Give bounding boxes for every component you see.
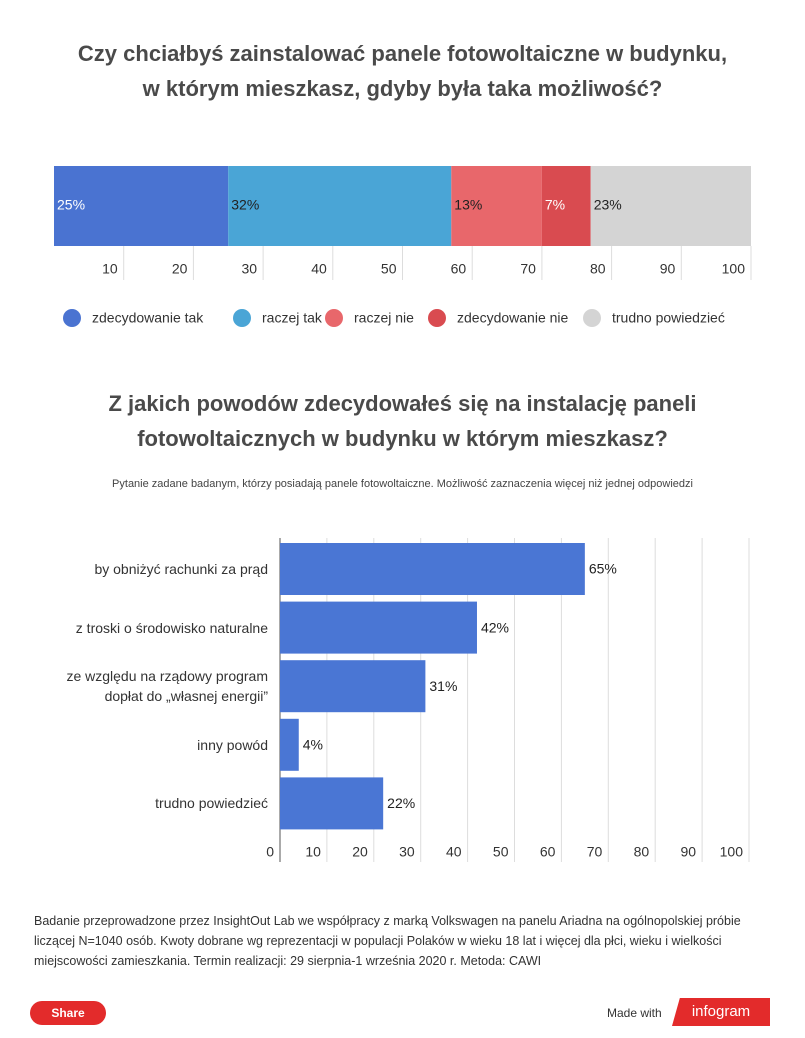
legend-marker — [583, 309, 601, 327]
value-label: 31% — [429, 678, 457, 694]
bar — [280, 601, 477, 654]
y-tick-label: by obniżyć rachunki za prąd — [94, 561, 268, 577]
x-tick-label: 40 — [311, 261, 327, 277]
legend-label: zdecydowanie tak — [92, 310, 204, 326]
value-label: 42% — [481, 619, 509, 635]
legend-label: raczej tak — [262, 310, 323, 326]
value-label: 4% — [303, 737, 323, 753]
share-button[interactable]: Share — [30, 1001, 106, 1025]
bar-segment — [228, 166, 452, 246]
x-tick-label: 50 — [493, 844, 509, 860]
y-tick-label: z troski o środowisko naturalne — [75, 619, 268, 636]
value-label: 25% — [57, 197, 85, 213]
value-label: 13% — [454, 197, 482, 213]
bar-segment — [451, 166, 542, 246]
made-with: Made with — [607, 1006, 662, 1020]
x-tick-label: 60 — [451, 261, 467, 277]
x-tick-label: 60 — [540, 844, 556, 860]
x-tick-label: 30 — [399, 844, 415, 860]
chart-title: Czy chciałbyś zainstalować panele fotowo… — [77, 41, 728, 101]
value-label: 7% — [545, 197, 565, 213]
legend-marker — [233, 309, 251, 327]
value-label: 32% — [231, 197, 259, 213]
x-tick-label: 20 — [352, 844, 368, 860]
y-tick-label: trudno powiedzieć — [155, 795, 268, 812]
y-tick-label: ze względu na rządowy program dopłat do … — [66, 668, 268, 705]
x-tick-label: 100 — [722, 261, 746, 277]
legend-label: raczej nie — [354, 310, 414, 326]
bar-segment — [590, 166, 751, 246]
bar-segment — [541, 166, 591, 246]
x-tick-label: 80 — [590, 261, 606, 277]
legend-marker — [325, 309, 343, 327]
bar-segment — [54, 166, 229, 246]
x-tick-label: 80 — [634, 844, 650, 860]
x-tick-label: 70 — [587, 844, 603, 860]
value-label: 65% — [589, 561, 617, 577]
bar — [280, 777, 384, 830]
legend-marker — [428, 309, 446, 327]
footnote: Badanie przeprowadzone przez InsightOut … — [34, 914, 741, 968]
y-tick-label: inny powód — [197, 736, 268, 753]
brand-logo[interactable]: infogram — [672, 998, 770, 1026]
bar — [280, 718, 299, 771]
x-tick-label: 20 — [172, 261, 188, 277]
legend-label: zdecydowanie nie — [457, 310, 569, 326]
chart-subtitle: Pytanie zadane badanym, którzy posiadają… — [112, 478, 693, 490]
x-tick-label: 0 — [266, 844, 274, 860]
x-tick-label: 50 — [381, 261, 397, 277]
value-label: 22% — [387, 795, 415, 811]
x-tick-label: 90 — [660, 261, 676, 277]
value-label: 23% — [594, 197, 622, 213]
legend-marker — [63, 309, 81, 327]
bar — [280, 543, 585, 595]
x-tick-label: 10 — [305, 844, 321, 860]
x-tick-label: 30 — [242, 261, 258, 277]
bar — [280, 660, 426, 713]
x-tick-label: 10 — [102, 261, 118, 277]
x-tick-label: 70 — [520, 261, 536, 277]
x-tick-label: 40 — [446, 844, 462, 860]
x-tick-label: 90 — [681, 844, 697, 860]
chart-title: Z jakich powodów zdecydowałeś się na ins… — [108, 391, 697, 451]
x-tick-label: 100 — [720, 844, 744, 860]
legend-label: trudno powiedzieć — [612, 310, 725, 326]
